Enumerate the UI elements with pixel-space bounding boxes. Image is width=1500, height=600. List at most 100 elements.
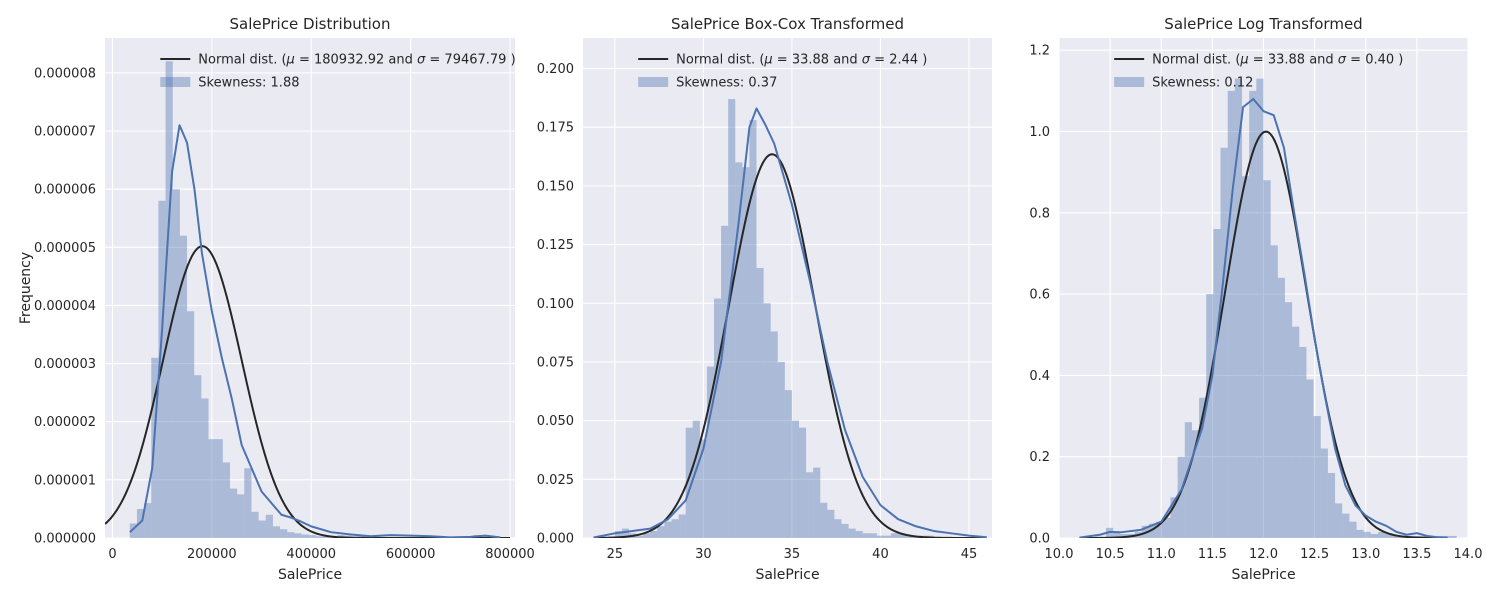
legend-hist-swatch (638, 77, 669, 87)
histogram-bar (671, 519, 679, 538)
histogram-bar (806, 472, 814, 538)
histogram-bar (315, 536, 324, 538)
histogram-bars (614, 99, 934, 538)
histogram-bar (1370, 533, 1379, 538)
x-axis-label: SalePrice (278, 567, 342, 583)
chart-panel-1: 0 200000 400000 600000 800000 0.000000 0.00000… (18, 15, 535, 583)
histogram-bar (251, 511, 259, 538)
histogram-bar (1299, 346, 1307, 538)
x-tick-label: 200000 (187, 547, 237, 562)
histogram-bar (1385, 533, 1393, 538)
histogram-bar (1199, 397, 1207, 538)
histogram-bar (756, 268, 764, 538)
y-tick-label: 0.000006 (34, 183, 96, 198)
histogram-bar (699, 439, 707, 538)
histogram-bar (1378, 531, 1386, 538)
histogram-bar (265, 514, 273, 538)
histogram-bar (1249, 90, 1257, 538)
tick-labels: 25 30 35 40 45 0.000 0.025 0.050 0.075 0.100 0.125… (537, 62, 977, 562)
tick-labels: 10.0 10.5 11.0 11.5 12.0 12.5 13.0 13.5 14.0 0.0 0… (1029, 44, 1482, 562)
histogram-bar (151, 357, 159, 538)
histogram-bar (898, 533, 906, 538)
y-tick-label: 0.175 (537, 121, 574, 136)
histogram-bar (294, 533, 302, 538)
histogram-bar (1270, 245, 1278, 538)
histogram-bar (614, 530, 622, 538)
y-tick-label: 0.000 (537, 532, 574, 547)
y-tick-label: 0.200 (537, 62, 574, 77)
histogram-bar (144, 503, 152, 538)
histogram-bar (323, 536, 331, 538)
histogram-bar (237, 494, 245, 538)
histogram-bar (848, 528, 856, 538)
histogram-bar (706, 366, 715, 538)
x-tick-label: 11.5 (1198, 547, 1227, 562)
histogram-bar (657, 526, 665, 538)
histogram-bar (1163, 517, 1171, 538)
y-tick-label: 0.000008 (34, 66, 96, 81)
normal-fit-line (593, 153, 987, 538)
histogram-bar (308, 535, 316, 538)
y-tick-label: 0.000007 (34, 125, 96, 140)
histogram-bars (1106, 78, 1457, 538)
kde-line (593, 107, 987, 538)
y-tick-label: 0.000001 (34, 473, 96, 488)
legend-normal-label: Normal dist. (μ = 33.88 and σ = 0.40 ) (1152, 53, 1403, 68)
legend-hist-swatch (1114, 77, 1145, 87)
y-tick-label: 1.0 (1029, 125, 1050, 140)
x-tick-label: 40 (872, 547, 889, 562)
histogram-bar (749, 120, 757, 538)
y-tick-label: 0.000004 (34, 299, 96, 314)
histogram-bar (876, 535, 884, 538)
x-tick-label: 35 (784, 547, 801, 562)
y-tick-label: 0.4 (1029, 369, 1050, 384)
histogram-bar (643, 533, 651, 538)
y-tick-label: 0.075 (537, 355, 574, 370)
histogram-bar (742, 167, 750, 538)
x-tick-label: 30 (695, 547, 712, 562)
histogram-bar (636, 535, 644, 538)
x-tick-label: 800000 (485, 547, 535, 562)
histogram-bar (721, 225, 729, 538)
histogram-bar (841, 523, 849, 538)
histogram-bar (770, 331, 778, 538)
histogram-bar (820, 502, 828, 538)
x-tick-label: 600000 (386, 547, 436, 562)
histogram-bar (1284, 302, 1293, 538)
x-tick-label: 11.0 (1147, 547, 1176, 562)
legend: Normal dist. (μ = 33.88 and σ = 2.44 ) Sk… (638, 53, 927, 91)
histogram-bar (777, 361, 785, 538)
legend-skew-label: Skewness: 1.88 (198, 76, 299, 91)
histogram-bar (1156, 521, 1164, 538)
histogram-bar (1356, 529, 1364, 538)
histogram-bar (905, 535, 913, 538)
kde-line (129, 124, 501, 538)
histogram-bar (1148, 523, 1157, 538)
histogram-bar (799, 427, 807, 538)
histogram-bar (1191, 430, 1200, 538)
histogram-bar (287, 532, 295, 538)
x-tick-label: 13.5 (1402, 547, 1431, 562)
plot-area (583, 38, 992, 538)
histogram-bar (172, 189, 180, 538)
histogram-bar (827, 509, 835, 538)
histogram-bar (280, 529, 288, 538)
histogram-bar (678, 514, 686, 538)
histogram-bar (187, 311, 195, 538)
x-tick-label: 10.5 (1096, 547, 1125, 562)
histogram-bar (165, 61, 173, 538)
histogram-bar (1213, 229, 1221, 538)
legend-normal-label: Normal dist. (μ = 180932.92 and σ = 7946… (198, 53, 515, 68)
histogram-bar (215, 439, 223, 538)
histogram-bar (685, 427, 693, 538)
histogram-bar (883, 535, 892, 538)
histogram-bar (194, 375, 202, 538)
plot-area (105, 38, 515, 538)
histogram-bar (1113, 531, 1121, 538)
x-tick-label: 10.0 (1045, 547, 1074, 562)
y-tick-label: 0.100 (537, 297, 574, 312)
legend-hist-swatch (160, 77, 191, 87)
plot-content (105, 61, 511, 538)
histogram-bar (834, 519, 842, 538)
y-tick-label: 0.000003 (34, 357, 96, 372)
